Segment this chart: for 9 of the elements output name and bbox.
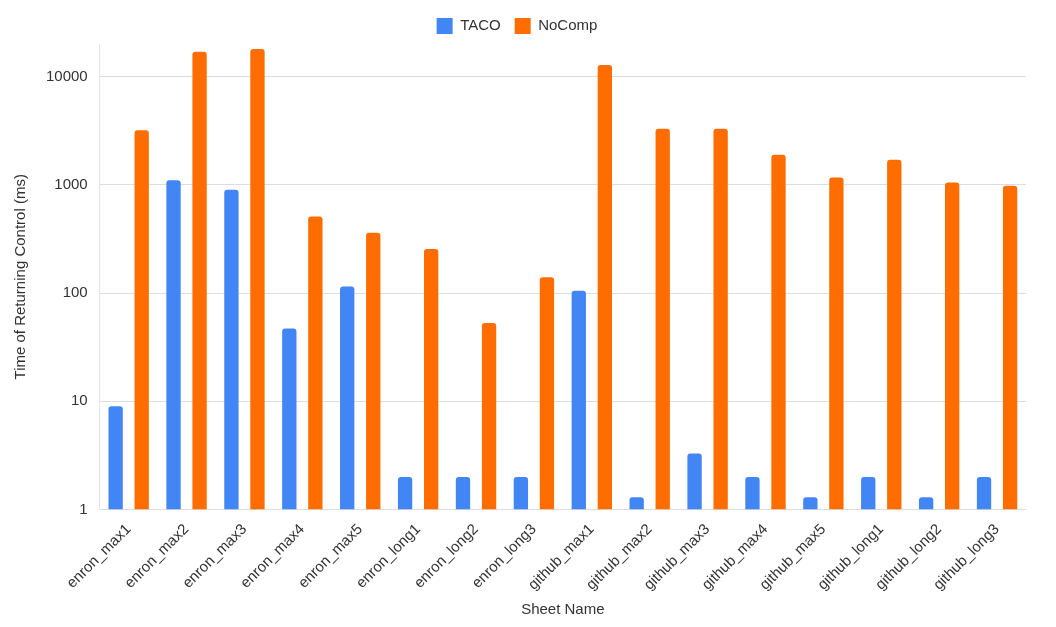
x-axis-title: Sheet Name <box>521 600 605 618</box>
legend-label: TACO <box>460 16 501 34</box>
y-tick-label: 1000 <box>54 174 88 192</box>
y-tick-label: 10 <box>71 391 88 409</box>
legend-label: NoComp <box>538 16 598 34</box>
y-tick-label: 100 <box>62 283 88 301</box>
y-tick-label: 1 <box>79 499 88 517</box>
y-tick-label: 10000 <box>45 66 88 84</box>
y-axis-title: Time of Returning Control (ms) <box>11 174 29 380</box>
